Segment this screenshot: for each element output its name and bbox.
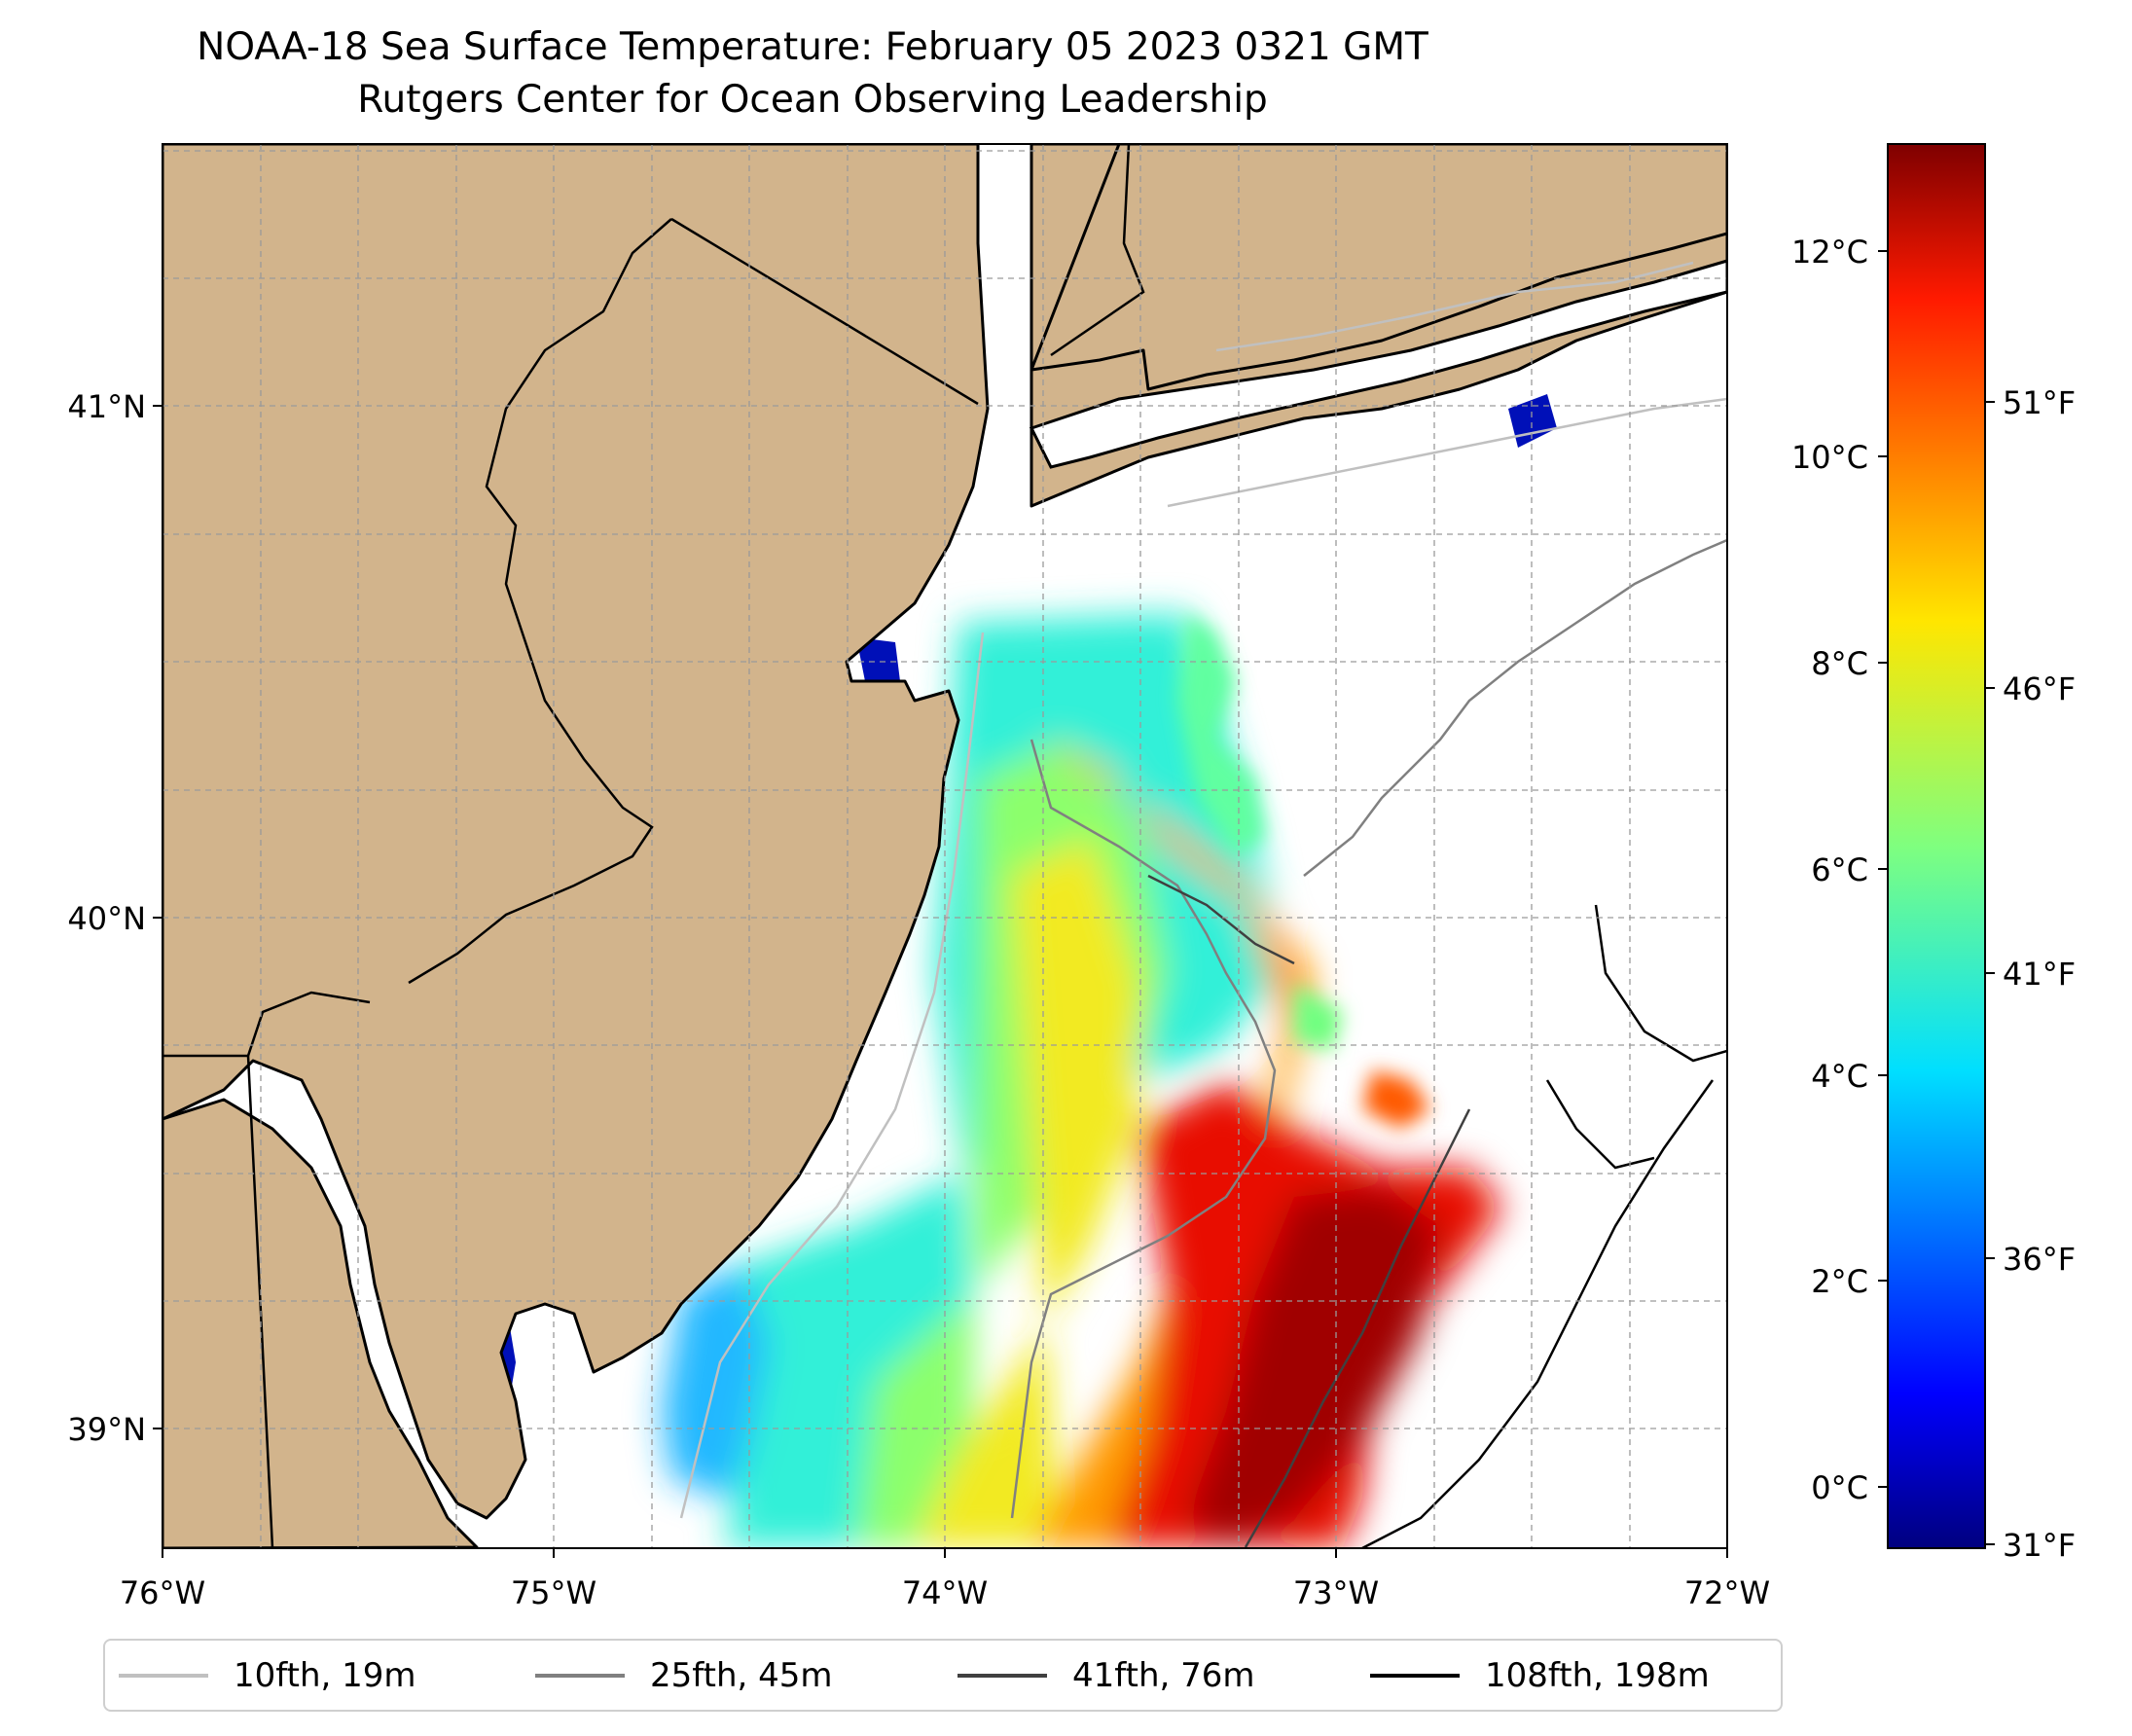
colorbar-fahrenheit-label: 36°F <box>2003 1241 2076 1278</box>
sst-zone-yellow <box>915 837 1138 1547</box>
lat-tick-label: 39°N <box>67 1411 146 1448</box>
isobath-legend: 10fth, 19m 25fth, 45m 41fth, 76m 108fth,… <box>103 1639 1783 1712</box>
isobath-10fth <box>1167 397 1727 508</box>
gridlines <box>163 144 1727 1548</box>
lon-tick-label: 72°W <box>1684 1574 1770 1611</box>
colorbar-celsius-label: 4°C <box>1811 1058 1868 1095</box>
colorbar-celsius-label: 12°C <box>1791 234 1868 271</box>
sst-zone-darkred <box>1187 1187 1440 1547</box>
legend-label: 10fth, 19m <box>234 1655 416 1695</box>
legend-label: 108fth, 198m <box>1485 1655 1710 1695</box>
isobath-10fth <box>1215 261 1694 352</box>
isobath-25fth <box>1303 538 1727 877</box>
isobath-41fth <box>1244 1108 1471 1548</box>
legend-line-swatch <box>958 1673 1047 1678</box>
legend-item: 10fth, 19m <box>119 1641 416 1710</box>
legend-item: 41fth, 76m <box>958 1641 1255 1710</box>
lon-tick-label: 75°W <box>511 1574 596 1611</box>
isobaths <box>679 261 1727 1548</box>
isobath-108fth <box>1545 1079 1655 1170</box>
isobath-10fth <box>679 632 985 1519</box>
colorbar-celsius-label: 0°C <box>1811 1469 1868 1506</box>
legend-label: 41fth, 76m <box>1072 1655 1255 1695</box>
isobath-41fth <box>1147 874 1295 965</box>
colorbar-gradient <box>1887 143 1986 1549</box>
legend-item: 25fth, 45m <box>535 1641 833 1710</box>
colorbar-celsius-label: 10°C <box>1791 439 1868 476</box>
colorbar: 12°C 10°C 8°C 6°C 4°C 2°C 0°C 51°F 46°F … <box>1791 143 2076 1564</box>
colorbar-celsius-label: 6°C <box>1811 851 1868 888</box>
state-borders <box>163 144 1145 1548</box>
sst-field <box>389 253 1557 1547</box>
legend-item: 108fth, 198m <box>1370 1641 1710 1710</box>
isobath-25fth <box>1010 739 1277 1519</box>
legend-line-swatch <box>119 1673 208 1678</box>
isobath-108fth <box>1361 1079 1715 1548</box>
water-long-island-sound <box>1029 259 1727 469</box>
legend-label: 25fth, 45m <box>650 1655 833 1695</box>
map-panel <box>163 144 1727 1548</box>
lat-tick-label: 40°N <box>67 900 146 937</box>
lon-tick-label: 74°W <box>902 1574 988 1611</box>
map-subtitle: Rutgers Center for Ocean Observing Leade… <box>357 78 1268 122</box>
land-mainland-nj-pa-de <box>163 144 990 1520</box>
sst-raritan-bay <box>856 637 900 686</box>
isobath-108fth <box>1594 904 1727 1063</box>
land <box>163 144 1727 1548</box>
legend-line-swatch <box>1370 1673 1460 1678</box>
colorbar-fahrenheit-label: 31°F <box>2003 1527 2076 1564</box>
colorbar-fahrenheit-label: 41°F <box>2003 956 2076 993</box>
axis-ticks <box>153 405 1728 1558</box>
colorbar-celsius-label: 8°C <box>1811 645 1868 682</box>
colorbar-celsius-label: 2°C <box>1811 1263 1868 1300</box>
lon-tick-label: 76°W <box>120 1574 205 1611</box>
colorbar-fahrenheit-label: 51°F <box>2003 384 2076 421</box>
sst-patch-offshore <box>1294 983 1343 1051</box>
colorbar-fahrenheit-label: 46°F <box>2003 670 2076 707</box>
sst-patch-offshore <box>1362 1070 1430 1129</box>
legend-line-swatch <box>535 1673 625 1678</box>
lon-tick-label: 73°W <box>1293 1574 1379 1611</box>
lat-tick-label: 41°N <box>67 388 146 425</box>
sst-patch-offshore <box>1177 613 1265 856</box>
map-title: NOAA-18 Sea Surface Temperature: Februar… <box>197 25 1428 69</box>
land-connecticut <box>1030 144 1727 391</box>
